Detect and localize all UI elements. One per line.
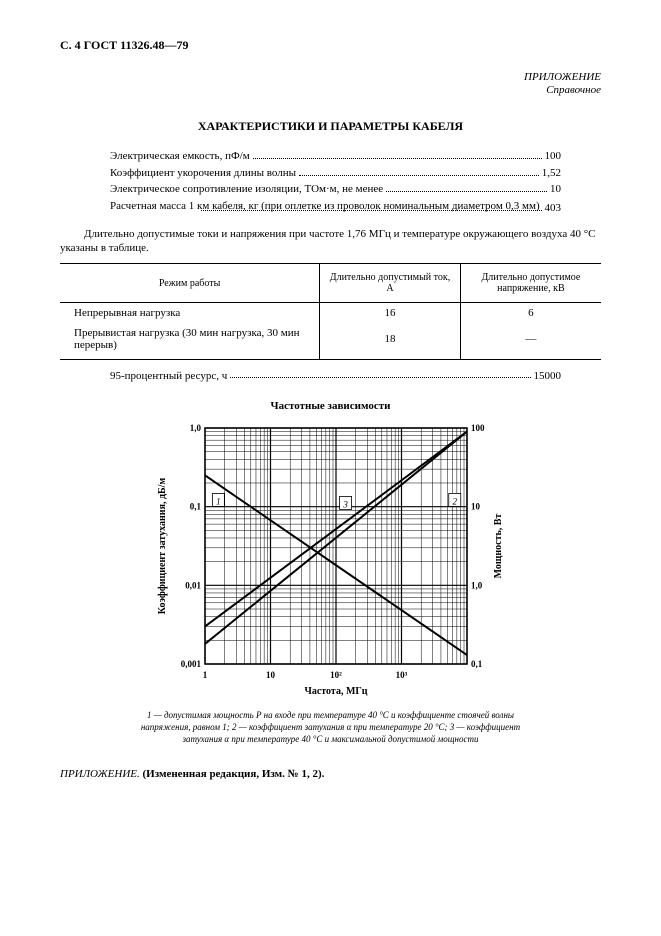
page-header: С. 4 ГОСТ 11326.48—79 [60, 38, 601, 53]
resource-label: 95-процентный ресурс, ч [110, 370, 227, 382]
footer-text: (Измененная редакция, Изм. № 1, 2). [140, 768, 325, 780]
char-value: 100 [545, 148, 562, 165]
frequency-chart: 1 2 3 1 10 10² 10³ 0,001 0,01 0,1 1,0 0,1 1,0 10 100 Ча… [151, 418, 511, 698]
resource-row: 95-процентный ресурс, ч 15000 [60, 370, 601, 382]
svg-text:10³: 10³ [395, 670, 407, 680]
dot-leader [253, 152, 542, 160]
cell: 18 [320, 323, 461, 360]
char-row: Коэффициент укорочения длины волны 1,52 [110, 165, 561, 182]
dot-leader [386, 185, 547, 193]
svg-text:0,1: 0,1 [471, 659, 483, 669]
svg-text:Коэффициент затухания, дБ/м: Коэффициент затухания, дБ/м [157, 478, 168, 615]
page: С. 4 ГОСТ 11326.48—79 ПРИЛОЖЕНИЕ Справоч… [0, 0, 661, 820]
cell: Прерывистая нагрузка (30 мин нагрузка, 3… [60, 323, 320, 360]
footer-prefix: ПРИЛОЖЕНИЕ. [60, 768, 140, 780]
appendix-note: ПРИЛОЖЕНИЕ Справочное [60, 71, 601, 97]
svg-text:1: 1 [216, 497, 221, 507]
col-header: Длительно допустимый ток, А [320, 264, 461, 303]
char-label: Электрическая емкость, пФ/м [110, 148, 250, 165]
dot-leader [299, 168, 539, 176]
svg-text:0,01: 0,01 [185, 581, 201, 591]
modes-table: Режим работы Длительно допустимый ток, А… [60, 263, 601, 360]
characteristics-block: Электрическая емкость, пФ/м 100 Коэффици… [60, 148, 601, 217]
svg-text:1: 1 [202, 670, 207, 680]
intro-paragraph: Длительно допустимые токи и напряжения п… [60, 227, 601, 256]
svg-text:Мощность, Вт: Мощность, Вт [493, 514, 504, 579]
char-value: 10 [550, 181, 561, 198]
char-row: Электрическое сопротивление изоляции, ТО… [110, 181, 561, 198]
svg-text:0,1: 0,1 [189, 502, 201, 512]
char-value: 1,52 [542, 165, 561, 182]
svg-text:2: 2 [452, 497, 457, 507]
table-row: Непрерывная нагрузка 16 6 [60, 303, 601, 324]
dot-leader [230, 370, 530, 378]
char-row: Электрическая емкость, пФ/м 100 [110, 148, 561, 165]
chart-container: 1 2 3 1 10 10² 10³ 0,001 0,01 0,1 1,0 0,1 1,0 10 100 Ча… [60, 418, 601, 702]
svg-text:10²: 10² [330, 670, 342, 680]
char-label: Электрическое сопротивление изоляции, ТО… [110, 181, 383, 198]
resource-value: 15000 [534, 370, 562, 382]
char-value: 403 [545, 200, 562, 217]
col-header: Режим работы [60, 264, 320, 303]
table-row: Прерывистая нагрузка (30 мин нагрузка, 3… [60, 323, 601, 360]
char-label: Коэффициент укорочения длины волны [110, 165, 296, 182]
chart-caption: 1 — допустимая мощность P на входе при т… [60, 710, 601, 745]
cell: 6 [460, 303, 601, 324]
svg-text:1,0: 1,0 [189, 423, 201, 433]
char-row-multiline: Расчетная масса 1 км кабеля, кг (при опл… [110, 198, 561, 217]
dot-leader [201, 204, 542, 212]
svg-text:Частота, МГц: Частота, МГц [304, 686, 367, 697]
svg-text:100: 100 [471, 423, 485, 433]
svg-text:10: 10 [471, 502, 481, 512]
appendix-line2: Справочное [60, 84, 601, 97]
svg-text:0,001: 0,001 [180, 659, 201, 669]
svg-text:1,0: 1,0 [471, 581, 483, 591]
col-header: Длительно допустимое напряжение, кВ [460, 264, 601, 303]
section-title: ХАРАКТЕРИСТИКИ И ПАРАМЕТРЫ КАБЕЛЯ [60, 119, 601, 134]
appendix-line1: ПРИЛОЖЕНИЕ [60, 71, 601, 84]
cell: 16 [320, 303, 461, 324]
chart-title: Частотные зависимости [60, 400, 601, 412]
footer-note: ПРИЛОЖЕНИЕ. (Измененная редакция, Изм. №… [60, 768, 601, 780]
svg-text:10: 10 [266, 670, 276, 680]
cell: — [460, 323, 601, 360]
cell: Непрерывная нагрузка [60, 303, 320, 324]
chart-caption-text: 1 — допустимая мощность P на входе при т… [141, 710, 520, 743]
svg-text:3: 3 [342, 500, 348, 510]
page-ref: С. 4 ГОСТ 11326.48—79 [60, 38, 189, 52]
